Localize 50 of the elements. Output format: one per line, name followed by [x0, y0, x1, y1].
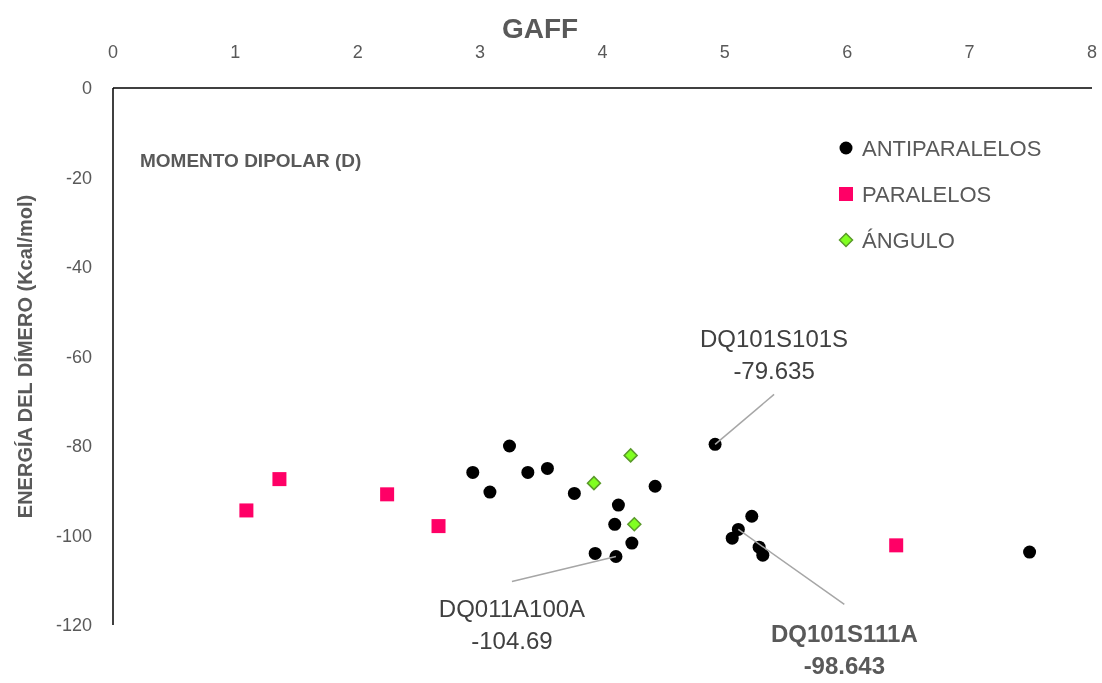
legend-label: PARALELOS	[862, 182, 992, 207]
point	[708, 437, 722, 451]
annotation: DQ101S101S -79.635	[700, 325, 849, 385]
point	[623, 448, 638, 463]
annotation: DQ101S111A -98.643	[770, 620, 918, 680]
point	[648, 479, 662, 493]
x-tick-label: 2	[352, 42, 363, 62]
y-tick-label: -100	[55, 525, 92, 546]
point	[503, 439, 516, 453]
x-tick-label: 1	[230, 42, 241, 62]
y-tick-label: -120	[55, 615, 92, 635]
y-axis-title: ENERGÍA DEL DÍMERO (Kcal/mol)	[14, 194, 36, 519]
point	[608, 517, 622, 531]
x-tick-label: 4	[597, 42, 608, 62]
point	[611, 498, 625, 512]
point	[272, 472, 287, 487]
point	[239, 503, 254, 518]
x-tick-label: 5	[719, 42, 730, 62]
annotation: DQ011A100A -104.69	[438, 595, 586, 655]
x-tick-label: 0	[107, 42, 119, 62]
point	[380, 487, 395, 502]
x-tick-label: 7	[964, 42, 975, 62]
point	[756, 548, 770, 562]
y-tick-label: -80	[65, 436, 92, 456]
point	[627, 517, 642, 532]
point	[431, 519, 446, 534]
x-axis-title: MOMENTO DIPOLAR (D)	[140, 150, 362, 171]
point	[588, 546, 602, 560]
point	[586, 475, 602, 491]
point	[483, 485, 497, 499]
point	[725, 531, 739, 545]
point	[540, 461, 554, 475]
point	[745, 509, 759, 523]
point	[521, 465, 535, 479]
point	[625, 536, 639, 550]
legend-label: ANTIPARALELOS	[862, 136, 1042, 161]
point	[889, 538, 904, 553]
y-tick-label: 0	[81, 78, 92, 98]
x-tick-label: 3	[475, 42, 486, 62]
x-tick-label: 8	[1086, 42, 1098, 62]
chart-title: GAFF	[501, 13, 579, 44]
y-tick-label: -40	[65, 257, 92, 277]
point	[1023, 545, 1037, 559]
y-tick-label: -20	[65, 167, 92, 188]
point	[609, 549, 623, 563]
point	[567, 486, 581, 500]
x-tick-label: 6	[842, 42, 853, 62]
point	[466, 465, 480, 479]
legend-label: ÁNGULO	[862, 228, 955, 253]
y-tick-label: -60	[65, 346, 92, 367]
